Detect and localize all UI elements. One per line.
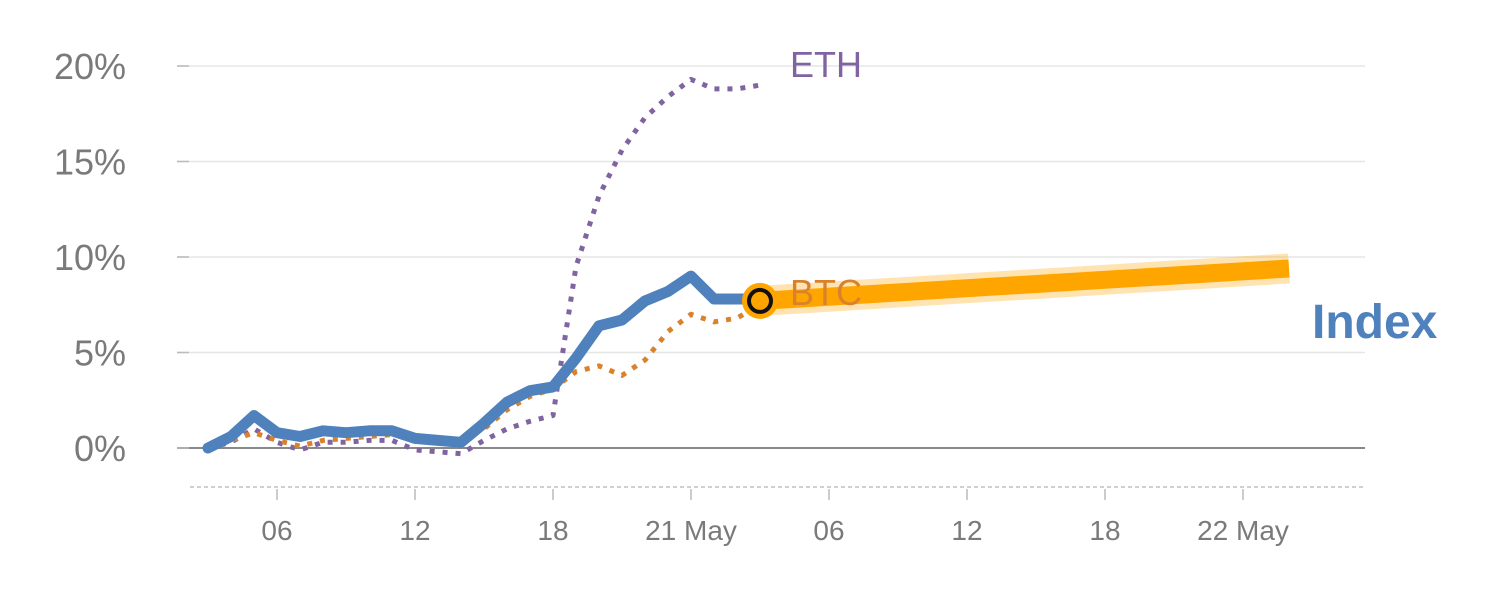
- x-axis: 06 12 18 21 May 06 12 18 22 May: [190, 486, 1365, 546]
- current-point-marker: [747, 287, 773, 314]
- x-tick-label: 21 May: [645, 515, 737, 546]
- series-line-eth: [207, 76, 761, 457]
- projection-line: [759, 259, 1290, 310]
- x-tick-label: 18: [537, 515, 568, 546]
- gridlines: [177, 65, 1365, 449]
- projection-layer: [759, 253, 1290, 316]
- x-tick-label: 18: [1089, 515, 1120, 546]
- series-label-index: Index: [1312, 296, 1438, 349]
- y-tick-label: 10%: [54, 237, 126, 278]
- series-labels: ETH BTC Index: [790, 44, 1438, 349]
- y-tick-label: 20%: [54, 46, 126, 87]
- x-tick-label: 12: [399, 515, 430, 546]
- marker-layer: [742, 282, 778, 319]
- y-tick-label: 0%: [74, 428, 126, 469]
- y-tick-label: 15%: [54, 142, 126, 183]
- y-tick-label: 5%: [74, 333, 126, 374]
- x-tick-label: 06: [261, 515, 292, 546]
- series-label-eth: ETH: [790, 44, 862, 85]
- series-label-btc: BTC: [790, 272, 862, 313]
- x-tick-label: 12: [951, 515, 982, 546]
- series-layer: [202, 76, 766, 457]
- x-tick-label: 06: [813, 515, 844, 546]
- series-line-index: [202, 270, 766, 454]
- y-axis: 0% 5% 10% 15% 20%: [54, 46, 189, 469]
- x-tick-label: 22 May: [1197, 515, 1289, 546]
